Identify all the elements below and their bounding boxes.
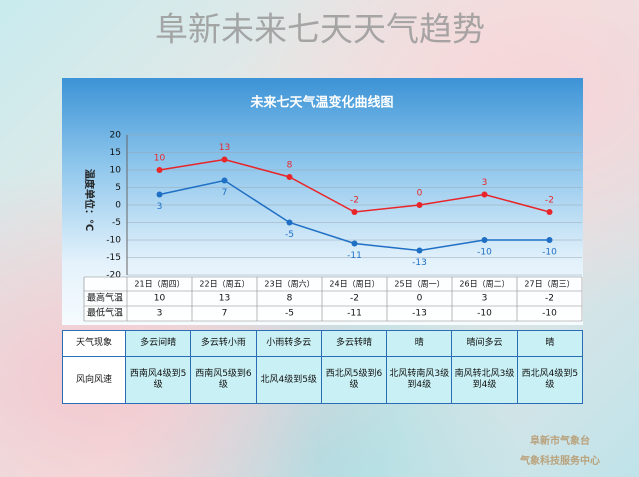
data-label: -2 — [545, 196, 554, 206]
table-cell: 北风转南风3级到4级 — [386, 356, 453, 404]
weather-table: 天气现象 多云间晴 多云转小雨 小雨转多云 多云转晴晴晴间多云晴风向风速 西南风4级到5级… — [62, 329, 584, 404]
table-cell: 多云转晴 — [320, 329, 388, 358]
table-value: 10 — [154, 294, 166, 304]
table-value: -2 — [545, 294, 554, 304]
data-label: -10 — [477, 248, 492, 258]
y-tick-label: 10 — [110, 166, 122, 176]
table-value: 13 — [219, 294, 230, 304]
data-point — [351, 209, 358, 215]
table-value: -11 — [347, 309, 362, 319]
table-value: 7 — [222, 309, 228, 319]
table-value: 3 — [157, 309, 163, 319]
x-tick-label: 26日（周二） — [459, 280, 509, 289]
data-label: 3 — [482, 178, 488, 188]
table-cell: 北风4级到5级 — [255, 356, 322, 404]
table-cell: 西南风4级到5级 — [124, 356, 192, 404]
data-point — [221, 177, 228, 184]
x-tick-label: 25日（周一） — [394, 280, 444, 289]
data-point — [416, 202, 423, 208]
data-point — [481, 237, 488, 243]
y-tick-label: -5 — [112, 218, 121, 228]
y-tick-label: -20 — [106, 271, 121, 281]
y-tick-label: -10 — [106, 236, 121, 246]
table-cell: 多云间晴 — [124, 329, 192, 358]
table-cell: 小雨转多云 — [255, 329, 322, 358]
table-cell: 多云转小雨 — [190, 329, 257, 358]
table-row: 天气现象 多云间晴 多云转小雨 小雨转多云 多云转晴晴晴间多云晴 — [62, 329, 584, 358]
data-point — [351, 240, 358, 247]
row-label: 最高气温 — [87, 292, 123, 304]
data-label: 0 — [417, 189, 423, 199]
page-title: 阜新未来七天天气趋势 — [155, 10, 485, 49]
x-tick-label: 23日（周六） — [264, 279, 314, 289]
table-cell: 晴间多云 — [451, 329, 518, 358]
table-value: 0 — [417, 294, 423, 304]
table-cell: 晴 — [386, 329, 453, 358]
table-cell: 晴 — [516, 329, 584, 358]
data-label: -11 — [347, 251, 362, 261]
data-point — [156, 191, 163, 198]
data-point — [221, 156, 228, 163]
chart-title: 未来七天气温变化曲线图 — [249, 95, 393, 111]
footer-line: 阜新市气象台 — [530, 436, 590, 447]
table-value: -5 — [285, 309, 294, 319]
y-tick-label: 0 — [115, 201, 121, 211]
table-value: 3 — [482, 294, 488, 304]
table-value: -13 — [412, 309, 427, 319]
row-header: 风向风速 — [62, 356, 126, 404]
data-label: -13 — [412, 258, 427, 268]
table-row: 风向风速 西南风4级到5级 西南风5级到6级 北风4级到5级 西北风5级到6级 北风转南风… — [62, 356, 584, 404]
data-point — [156, 167, 163, 173]
table-value: -2 — [350, 294, 359, 304]
table-cell: 西北风4级到5级 — [516, 356, 584, 404]
table-cell: 西南风5级到6级 — [190, 356, 257, 404]
y-axis-label: 温度单位：℃ — [83, 169, 96, 231]
data-label: -2 — [350, 196, 359, 206]
table-value: -10 — [542, 309, 557, 319]
table-cell: 南风转北风3级到4级 — [451, 356, 518, 404]
footer-line: 气象科技服务中心 — [520, 456, 600, 467]
x-tick-label: 24日（周日） — [329, 280, 379, 289]
row-header: 天气现象 — [62, 329, 126, 358]
data-point — [416, 247, 423, 254]
data-table-bg — [84, 277, 583, 321]
data-point — [286, 174, 293, 180]
y-tick-label: 15 — [110, 148, 121, 158]
y-tick-label: -15 — [106, 253, 121, 263]
table-cell: 西北风5级到6级 — [320, 356, 388, 404]
data-point — [286, 219, 293, 226]
table-value: -10 — [477, 309, 492, 319]
data-label: -10 — [542, 248, 557, 258]
y-tick-label: 5 — [115, 183, 121, 193]
data-point — [546, 209, 553, 215]
data-point — [481, 191, 488, 198]
data-label: 7 — [222, 188, 228, 198]
y-tick-label: 20 — [110, 131, 122, 141]
x-tick-label: 21日（周四） — [134, 280, 184, 289]
x-tick-label: 27日（周三） — [524, 280, 574, 289]
data-label: 8 — [287, 161, 293, 171]
row-label: 最低气温 — [87, 307, 123, 319]
data-label: 13 — [219, 143, 230, 153]
data-point — [546, 237, 553, 243]
x-tick-label: 22日（周五） — [199, 280, 249, 289]
data-label: -5 — [285, 230, 294, 240]
data-label: 3 — [157, 202, 163, 212]
data-label: 10 — [154, 154, 166, 164]
table-value: 8 — [287, 294, 293, 304]
